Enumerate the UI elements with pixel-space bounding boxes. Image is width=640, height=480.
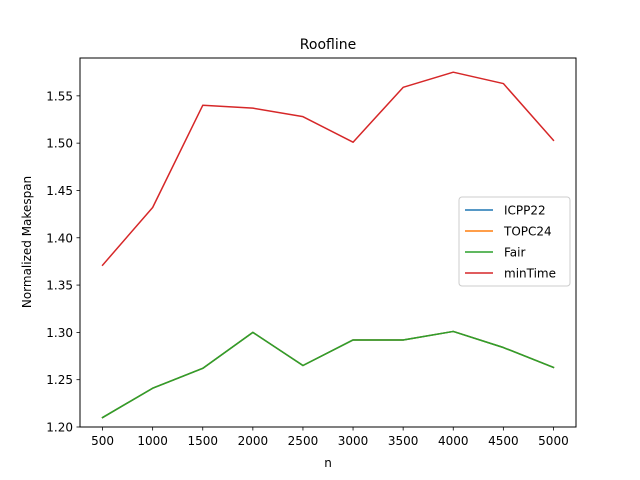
- y-axis: 1.20 1.25 1.30 1.35 1.40 1.45 1.50 1.55: [46, 89, 80, 435]
- chart-title: Roofline: [300, 37, 356, 53]
- y-axis-label: Normalized Makespan: [20, 176, 34, 308]
- legend-label-mintime: minTime: [504, 267, 556, 281]
- y-tick-label: 1.25: [46, 373, 73, 387]
- y-tick-label: 1.20: [46, 421, 73, 435]
- x-tick-label: 3000: [338, 434, 369, 448]
- x-tick-label: 2500: [288, 434, 319, 448]
- x-axis: 500 1000 1500 2000 2500 3000 3500 4000 4500 5000: [91, 427, 569, 448]
- x-tick-label: 1000: [137, 434, 168, 448]
- legend-box: [458, 196, 571, 287]
- x-tick-label: 2000: [238, 434, 269, 448]
- legend-label-fair: Fair: [504, 246, 525, 260]
- x-tick-label: 4500: [488, 434, 519, 448]
- x-tick-label: 500: [91, 434, 114, 448]
- y-tick-label: 1.50: [46, 137, 73, 151]
- series-line-mintime: [101, 71, 555, 267]
- x-tick-label: 3500: [388, 434, 419, 448]
- plot-area: [101, 71, 555, 419]
- y-tick-label: 1.40: [46, 231, 73, 245]
- axes-frame: [79, 57, 577, 428]
- x-tick-label: 5000: [538, 434, 569, 448]
- x-axis-label: n: [324, 456, 332, 470]
- x-tick-label: 1500: [187, 434, 218, 448]
- series-line-fair: [101, 330, 555, 419]
- x-tick-label: 4000: [438, 434, 469, 448]
- legend-label-icpp22: ICPP22: [504, 204, 546, 218]
- y-tick-label: 1.45: [46, 184, 73, 198]
- legend: ICPP22 TOPC24 Fair minTime: [458, 196, 571, 287]
- legend-label-topc24: TOPC24: [503, 225, 552, 239]
- y-tick-label: 1.30: [46, 326, 73, 340]
- y-tick-label: 1.55: [46, 89, 73, 103]
- y-tick-label: 1.35: [46, 279, 73, 293]
